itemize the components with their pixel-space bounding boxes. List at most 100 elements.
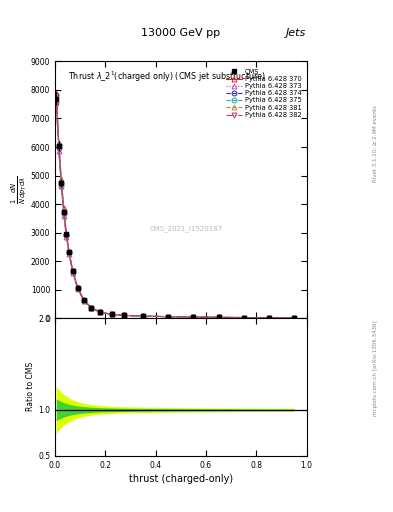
Line: Pythia 6.428 374: Pythia 6.428 374 xyxy=(54,93,296,320)
Pythia 6.428 381 xyxy=(70,267,75,273)
Pythia 6.428 370 xyxy=(57,140,61,146)
Pythia 6.428 374 xyxy=(166,313,171,319)
Pythia 6.428 370 xyxy=(122,312,127,318)
Pythia 6.428 370 xyxy=(64,230,69,236)
Pythia 6.428 373 xyxy=(61,213,66,219)
Line: Pythia 6.428 381: Pythia 6.428 381 xyxy=(54,94,296,320)
Pythia 6.428 373 xyxy=(292,315,296,321)
Pythia 6.428 374 xyxy=(241,314,246,321)
Pythia 6.428 374 xyxy=(109,311,114,317)
Pythia 6.428 381 xyxy=(266,315,271,321)
Pythia 6.428 373 xyxy=(54,96,59,102)
Pythia 6.428 370 xyxy=(59,176,64,182)
Pythia 6.428 375 xyxy=(292,315,296,321)
Pythia 6.428 374 xyxy=(64,232,69,239)
Pythia 6.428 370 xyxy=(241,314,246,321)
Pythia 6.428 370 xyxy=(191,314,196,320)
Pythia 6.428 374 xyxy=(70,268,75,274)
Pythia 6.428 373 xyxy=(57,148,61,154)
Pythia 6.428 373 xyxy=(266,315,271,321)
Pythia 6.428 382 xyxy=(98,309,103,315)
Pythia 6.428 373 xyxy=(109,311,114,317)
Pythia 6.428 374 xyxy=(122,312,127,318)
Pythia 6.428 374 xyxy=(216,314,221,321)
Pythia 6.428 382 xyxy=(57,146,61,153)
Pythia 6.428 373 xyxy=(241,314,246,321)
Pythia 6.428 382 xyxy=(75,286,80,292)
Pythia 6.428 375 xyxy=(64,231,69,238)
Pythia 6.428 374 xyxy=(82,297,86,304)
Pythia 6.428 370 xyxy=(75,284,80,290)
Pythia 6.428 375 xyxy=(57,145,61,151)
Pythia 6.428 373 xyxy=(70,270,75,276)
Pythia 6.428 375 xyxy=(241,314,246,321)
Pythia 6.428 382 xyxy=(64,233,69,239)
Pythia 6.428 375 xyxy=(166,314,171,320)
Pythia 6.428 373 xyxy=(141,313,145,319)
Pythia 6.428 370 xyxy=(141,313,145,319)
Pythia 6.428 373 xyxy=(59,183,64,189)
Pythia 6.428 381 xyxy=(98,309,103,315)
Pythia 6.428 375 xyxy=(191,314,196,320)
Pythia 6.428 375 xyxy=(98,309,103,315)
Pythia 6.428 373 xyxy=(216,314,221,321)
Pythia 6.428 370 xyxy=(109,311,114,317)
Pythia 6.428 374 xyxy=(59,180,64,186)
Pythia 6.428 381 xyxy=(66,248,71,254)
Pythia 6.428 381 xyxy=(191,314,196,320)
Pythia 6.428 374 xyxy=(141,313,145,319)
Pythia 6.428 370 xyxy=(216,314,221,321)
Pythia 6.428 373 xyxy=(75,286,80,292)
Pythia 6.428 381 xyxy=(57,140,61,146)
Pythia 6.428 382 xyxy=(191,314,196,320)
Pythia 6.428 382 xyxy=(82,297,86,304)
Pythia 6.428 382 xyxy=(109,311,114,317)
Pythia 6.428 374 xyxy=(75,285,80,291)
Pythia 6.428 374 xyxy=(66,249,71,255)
Pythia 6.428 370 xyxy=(66,248,71,254)
Pythia 6.428 374 xyxy=(89,305,94,311)
Pythia 6.428 381 xyxy=(54,93,59,99)
Pythia 6.428 373 xyxy=(98,309,103,315)
Pythia 6.428 382 xyxy=(166,314,171,320)
Pythia 6.428 370 xyxy=(98,309,103,315)
Legend: CMS, Pythia 6.428 370, Pythia 6.428 373, Pythia 6.428 374, Pythia 6.428 375, Pyt: CMS, Pythia 6.428 370, Pythia 6.428 373,… xyxy=(224,68,303,119)
Pythia 6.428 375 xyxy=(61,211,66,218)
Pythia 6.428 381 xyxy=(61,208,66,214)
Pythia 6.428 373 xyxy=(166,314,171,320)
Pythia 6.428 375 xyxy=(266,315,271,321)
Pythia 6.428 373 xyxy=(64,234,69,240)
Pythia 6.428 382 xyxy=(241,314,246,321)
Text: Jets: Jets xyxy=(286,28,307,38)
Pythia 6.428 375 xyxy=(59,183,64,189)
Pythia 6.428 381 xyxy=(241,314,246,321)
Text: mcplots.cern.ch [arXiv:1306.3436]: mcplots.cern.ch [arXiv:1306.3436] xyxy=(373,321,378,416)
Pythia 6.428 382 xyxy=(59,183,64,189)
Line: Pythia 6.428 382: Pythia 6.428 382 xyxy=(54,104,296,321)
Pythia 6.428 374 xyxy=(266,315,271,321)
Pythia 6.428 374 xyxy=(57,142,61,148)
Pythia 6.428 375 xyxy=(216,314,221,321)
Text: Rivet 3.1.10; ≥ 2.9M events: Rivet 3.1.10; ≥ 2.9M events xyxy=(373,105,378,182)
Pythia 6.428 381 xyxy=(166,313,171,319)
Pythia 6.428 381 xyxy=(216,314,221,321)
Pythia 6.428 370 xyxy=(292,315,296,321)
Line: Pythia 6.428 375: Pythia 6.428 375 xyxy=(54,100,296,321)
Pythia 6.428 381 xyxy=(82,297,86,303)
Pythia 6.428 381 xyxy=(59,176,64,182)
Pythia 6.428 375 xyxy=(54,99,59,105)
Pythia 6.428 373 xyxy=(82,298,86,304)
Line: Pythia 6.428 373: Pythia 6.428 373 xyxy=(54,97,296,321)
Pythia 6.428 381 xyxy=(64,231,69,237)
Text: Thrust $\lambda\_2^1$(charged only) (CMS jet substructure): Thrust $\lambda\_2^1$(charged only) (CMS… xyxy=(68,69,266,83)
Pythia 6.428 375 xyxy=(122,312,127,318)
Pythia 6.428 373 xyxy=(191,314,196,320)
Pythia 6.428 375 xyxy=(75,285,80,291)
Pythia 6.428 374 xyxy=(54,92,59,98)
Pythia 6.428 382 xyxy=(89,305,94,311)
Pythia 6.428 374 xyxy=(191,314,196,320)
X-axis label: thrust (charged-only): thrust (charged-only) xyxy=(129,474,233,484)
Pythia 6.428 381 xyxy=(109,311,114,317)
Pythia 6.428 373 xyxy=(66,250,71,257)
Pythia 6.428 382 xyxy=(70,268,75,274)
